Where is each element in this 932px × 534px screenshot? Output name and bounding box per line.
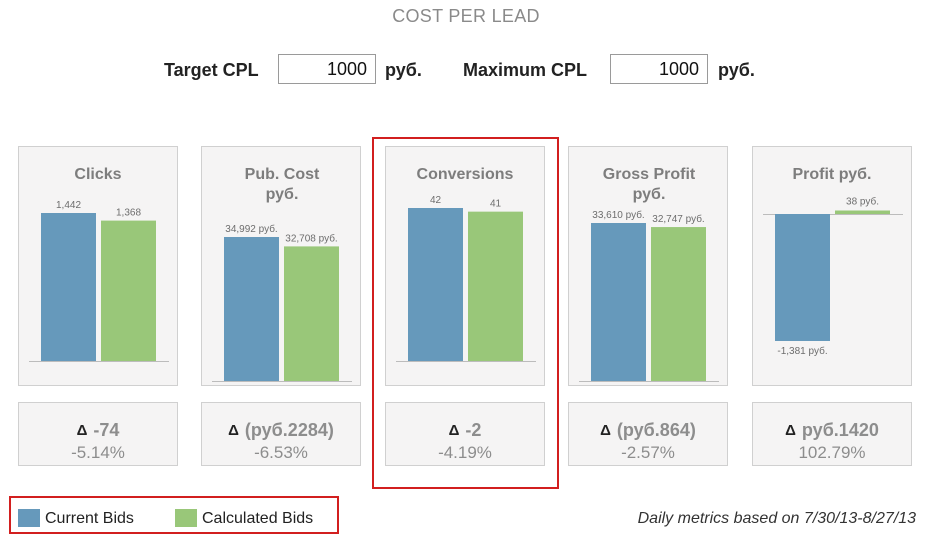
conversions-highlight-frame [372, 137, 559, 489]
conversions-delta-value: -2 [465, 420, 482, 440]
maximum-cpl-unit: руб. [718, 60, 755, 80]
gross-profit-bar-label-current: 33,610 руб. [592, 209, 644, 221]
gross-profit-delta-box: Δ (руб.864) -2.57% [568, 402, 728, 466]
clicks-delta-percent: -5.14% [71, 443, 125, 462]
conversions-title: Conversions [416, 166, 514, 183]
pub-cost-delta-percent: -6.53% [254, 443, 308, 462]
delta-icon: Δ [600, 422, 611, 439]
pub-cost-delta-value: (руб.2284) [244, 420, 334, 440]
clicks-delta-value: -74 [93, 420, 120, 440]
clicks-bar-current [41, 213, 96, 361]
clicks-chart: 1,442 1,368 [29, 200, 169, 362]
profit-bar-label-current: -1,381 руб. [777, 345, 827, 357]
target-cpl-input[interactable] [278, 54, 376, 84]
gross-profit-title: Gross Profit руб. [602, 166, 696, 203]
conversions-bar-label-current: 42 [430, 195, 442, 206]
delta-icon: Δ [228, 422, 239, 439]
conversions-bar-label-calculated: 41 [490, 199, 502, 210]
legend-calculated-label: Calculated Bids [202, 510, 314, 527]
profit-title: Profit руб. [792, 166, 872, 183]
pub-cost-bar-calculated [284, 246, 339, 381]
conversions-card: Conversions 42 41 [385, 146, 545, 386]
delta-icon: Δ [76, 422, 88, 439]
clicks-delta-box: Δ -74 -5.14% [18, 402, 178, 466]
profit-chart: -1,381 руб. 38 руб. [763, 196, 903, 357]
maximum-cpl-input[interactable] [610, 54, 708, 84]
clicks-bar-calculated [101, 220, 156, 361]
profit-bar-label-calculated: 38 руб. [846, 196, 879, 208]
pub-cost-bar-label-calculated: 32,708 руб. [285, 232, 337, 244]
profit-delta-percent: 102.79% [798, 443, 866, 462]
page-title: COST PER LEAD [392, 6, 540, 26]
conversions-bar-calculated [468, 211, 523, 361]
delta-icon: Δ [448, 422, 460, 439]
maximum-cpl-label: Maximum CPL [463, 60, 588, 80]
target-cpl-label: Target CPL [164, 60, 259, 80]
clicks-title: Clicks [74, 166, 122, 183]
pub-cost-card: Pub. Cost руб. 34,992 руб. 32,708 руб. [201, 146, 361, 386]
conversions-delta-box: Δ -2 -4.19% [385, 402, 545, 466]
gross-profit-bar-calculated [651, 227, 706, 381]
legend-calculated-swatch [175, 509, 197, 527]
daily-metrics-note: Daily metrics based on 7/30/13-8/27/13 [637, 510, 916, 527]
pub-cost-bar-current [224, 237, 279, 381]
target-cpl-unit: руб. [385, 60, 422, 80]
profit-bar-current [775, 214, 830, 341]
profit-bar-calculated [835, 210, 890, 214]
clicks-bar-label-current: 1,442 [56, 200, 81, 211]
clicks-bar-label-calculated: 1,368 [116, 208, 141, 219]
gross-profit-bar-label-calculated: 32,747 руб. [652, 213, 704, 225]
gross-profit-delta-percent: -2.57% [621, 443, 675, 462]
profit-delta-value: руб.1420 [801, 420, 879, 440]
profit-card: Profit руб. -1,381 руб. 38 руб. [752, 146, 912, 386]
pub-cost-bar-label-current: 34,992 руб. [225, 223, 277, 235]
gross-profit-chart: 33,610 руб. 32,747 руб. [579, 209, 719, 382]
legend-current-label: Current Bids [45, 510, 134, 527]
legend-current-swatch [18, 509, 40, 527]
gross-profit-bar-current [591, 223, 646, 381]
delta-icon: Δ [785, 422, 796, 439]
gross-profit-card: Gross Profit руб. 33,610 руб. 32,747 руб. [568, 146, 728, 386]
pub-cost-title: Pub. Cost руб. [244, 166, 320, 203]
pub-cost-chart: 34,992 руб. 32,708 руб. [212, 223, 352, 382]
conversions-chart: 42 41 [396, 195, 536, 362]
clicks-card: Clicks 1,442 1,368 [18, 146, 178, 386]
conversions-delta-percent: -4.19% [438, 443, 492, 462]
conversions-bar-current [408, 208, 463, 361]
gross-profit-delta-value: (руб.864) [616, 420, 696, 440]
pub-cost-delta-box: Δ (руб.2284) -6.53% [201, 402, 361, 466]
